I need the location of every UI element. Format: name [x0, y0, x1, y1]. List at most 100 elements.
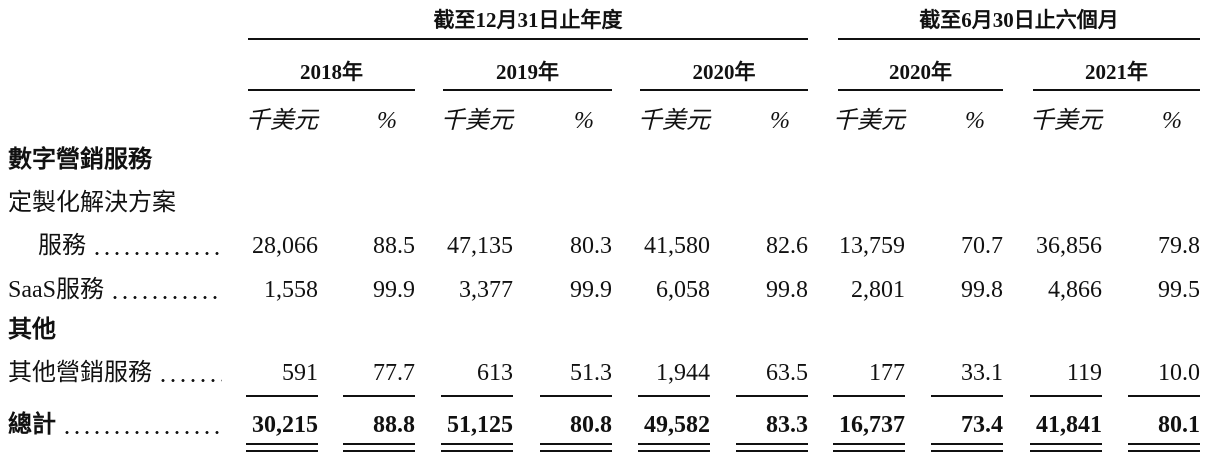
unit-amount: 千美元	[833, 108, 905, 134]
dot-leader	[110, 296, 222, 299]
year-header: 2019年	[496, 60, 559, 84]
total-rule	[1128, 450, 1200, 452]
year-rule	[640, 89, 808, 91]
total-rule	[1030, 443, 1102, 445]
cell-value: 80.3	[570, 233, 612, 259]
unit-percent: %	[377, 108, 397, 134]
cell-value: 3,377	[459, 277, 513, 303]
unit-percent: %	[1162, 108, 1182, 134]
cell-value: 613	[477, 360, 513, 386]
cell-value: 119	[1066, 360, 1102, 386]
cell-value: 77.7	[373, 360, 415, 386]
total-value: 73.4	[961, 412, 1003, 438]
total-rule	[1030, 450, 1102, 452]
subtotal-rule	[540, 395, 612, 397]
group-header: 截至12月31日止年度	[433, 8, 623, 32]
subtotal-rule	[343, 395, 415, 397]
group-header: 截至6月30日止六個月	[919, 8, 1119, 32]
cell-value: 99.9	[570, 277, 612, 303]
total-value: 80.8	[570, 412, 612, 438]
cell-value: 70.7	[961, 233, 1003, 259]
group-rule	[838, 38, 1200, 40]
cell-value: 36,856	[1036, 233, 1102, 259]
cell-value: 13,759	[839, 233, 905, 259]
cell-value: 63.5	[766, 360, 808, 386]
cell-value: 177	[869, 360, 905, 386]
subtotal-rule	[931, 395, 1003, 397]
dot-leader	[62, 431, 222, 434]
unit-percent: %	[574, 108, 594, 134]
unit-amount: 千美元	[1030, 108, 1102, 134]
cell-value: 10.0	[1158, 360, 1200, 386]
row-label: 服務	[38, 233, 86, 259]
cell-value: 4,866	[1048, 277, 1102, 303]
subtotal-rule	[833, 395, 905, 397]
cell-value: 1,558	[264, 277, 318, 303]
total-rule	[343, 443, 415, 445]
unit-amount: 千美元	[246, 108, 318, 134]
cell-value: 88.5	[373, 233, 415, 259]
cell-value: 82.6	[766, 233, 808, 259]
cell-value: 6,058	[656, 277, 710, 303]
cell-value: 41,580	[644, 233, 710, 259]
section-title: 數字營銷服務	[8, 147, 152, 173]
total-value: 51,125	[447, 412, 513, 438]
year-header: 2020年	[692, 60, 756, 84]
year-header: 2021年	[1085, 60, 1148, 84]
cell-value: 47,135	[447, 233, 513, 259]
unit-percent: %	[770, 108, 790, 134]
total-rule	[540, 450, 612, 452]
total-rule	[931, 443, 1003, 445]
total-label: 總計	[8, 412, 56, 438]
dot-leader	[158, 379, 222, 382]
total-rule	[441, 443, 513, 445]
subtotal-rule	[1128, 395, 1200, 397]
cell-value: 99.9	[373, 277, 415, 303]
unit-amount: 千美元	[638, 108, 710, 134]
year-header: 2020年	[889, 60, 952, 84]
total-value: 30,215	[252, 412, 318, 438]
row-label: 其他營銷服務	[8, 360, 152, 386]
cell-value: 79.8	[1158, 233, 1200, 259]
cell-value: 591	[282, 360, 318, 386]
total-rule	[736, 450, 808, 452]
total-rule	[246, 450, 318, 452]
total-rule	[1128, 443, 1200, 445]
total-value: 49,582	[644, 412, 710, 438]
total-rule	[833, 443, 905, 445]
total-rule	[931, 450, 1003, 452]
cell-value: 99.5	[1158, 277, 1200, 303]
cell-value: 99.8	[766, 277, 808, 303]
cell-value: 28,066	[252, 233, 318, 259]
total-rule	[343, 450, 415, 452]
total-value: 16,737	[839, 412, 905, 438]
total-rule	[833, 450, 905, 452]
total-rule	[638, 443, 710, 445]
subtotal-rule	[736, 395, 808, 397]
unit-percent: %	[965, 108, 985, 134]
total-value: 80.1	[1158, 412, 1200, 438]
subtotal-rule	[441, 395, 513, 397]
unit-amount: 千美元	[441, 108, 513, 134]
year-rule	[838, 89, 1003, 91]
cell-value: 99.8	[961, 277, 1003, 303]
subtotal-rule	[246, 395, 318, 397]
subtotal-rule	[638, 395, 710, 397]
total-rule	[736, 443, 808, 445]
subtotal-rule	[1030, 395, 1102, 397]
section-title: 其他	[8, 317, 56, 343]
total-rule	[246, 443, 318, 445]
total-rule	[638, 450, 710, 452]
row-label: SaaS服務	[8, 277, 104, 303]
row-label: 定製化解決方案	[8, 190, 176, 216]
cell-value: 51.3	[570, 360, 612, 386]
year-rule	[248, 89, 415, 91]
total-rule	[441, 450, 513, 452]
cell-value: 1,944	[656, 360, 710, 386]
cell-value: 2,801	[851, 277, 905, 303]
year-rule	[443, 89, 612, 91]
cell-value: 33.1	[961, 360, 1003, 386]
total-value: 88.8	[373, 412, 415, 438]
year-rule	[1033, 89, 1200, 91]
